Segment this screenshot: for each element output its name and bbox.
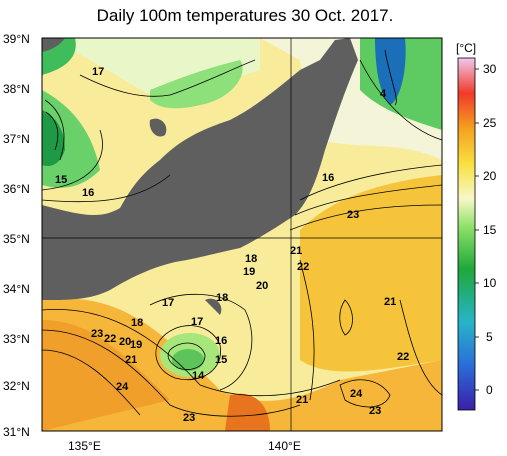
lat-label-34: 34°N <box>3 282 30 296</box>
contour-label: 21 <box>290 245 302 257</box>
contour-label: 23 <box>347 209 359 221</box>
lat-label-35: 35°N <box>3 232 30 246</box>
contour-label: 23 <box>369 405 381 417</box>
contour-label: 16 <box>215 335 227 347</box>
lat-label-31: 31°N <box>3 425 30 439</box>
contour-label: 16 <box>82 187 94 199</box>
contour-label: 19 <box>130 339 142 351</box>
lat-label-37: 37°N <box>3 132 30 146</box>
contour-label: 23 <box>91 328 103 340</box>
colorbar-tick: 20 <box>483 169 497 183</box>
contour-label: 19 <box>243 266 255 278</box>
contour-label: 18 <box>245 253 257 265</box>
contour-label: 22 <box>397 351 409 363</box>
colorbar-tick: 10 <box>483 276 497 290</box>
map-frame <box>41 37 443 432</box>
contour-label: 17 <box>162 297 174 309</box>
lat-label-39: 39°N <box>3 32 30 46</box>
contour-label: 15 <box>215 354 227 366</box>
sea-field <box>42 38 442 431</box>
contour-labels: 17 4 15 16 16 23 21 22 18 19 20 18 17 17… <box>55 66 409 424</box>
contour-label: 4 <box>380 88 387 100</box>
lat-label-38: 38°N <box>3 82 30 96</box>
contour-label: 21 <box>125 354 137 366</box>
colorbar-unit: [°C] <box>456 41 477 55</box>
contour-label: 16 <box>322 172 334 184</box>
map-title: Daily 100m temperatures 30 Oct. 2017. <box>96 6 394 25</box>
lon-label-135: 135°E <box>68 439 101 453</box>
contour-label: 14 <box>192 370 205 382</box>
lon-label-140: 140°E <box>268 439 301 453</box>
colorbar-tick: 5 <box>486 330 493 344</box>
contour-label: 21 <box>296 394 308 406</box>
contour-label: 22 <box>297 261 309 273</box>
contour-label: 18 <box>131 317 143 329</box>
contour-label: 22 <box>104 333 116 345</box>
lat-label-36: 36°N <box>3 182 30 196</box>
lat-label-32: 32°N <box>3 379 30 393</box>
lat-label-33: 33°N <box>3 332 30 346</box>
colorbar-tick: 0 <box>486 383 493 397</box>
contour-label: 23 <box>183 412 195 424</box>
contour-label: 15 <box>55 174 67 186</box>
contour-label: 17 <box>92 66 104 78</box>
contour-label: 18 <box>216 292 228 304</box>
contour-label: 24 <box>116 381 129 393</box>
contour-label: 17 <box>191 316 203 328</box>
colorbar-tick: 15 <box>483 223 497 237</box>
contour-label: 21 <box>384 296 396 308</box>
graticule <box>42 38 442 431</box>
colorbar <box>457 57 479 411</box>
colorbar-tick: 30 <box>483 62 497 76</box>
colorbar-tick: 25 <box>483 116 497 130</box>
contour-label: 20 <box>256 280 268 292</box>
contour-label: 24 <box>350 388 363 400</box>
contour-label: 20 <box>119 336 131 348</box>
